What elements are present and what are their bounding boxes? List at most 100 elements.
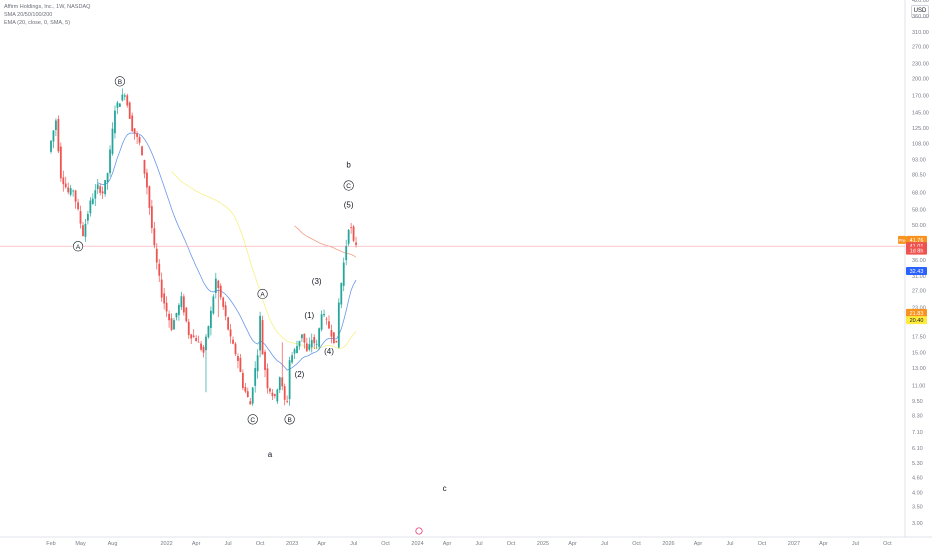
candle-body[interactable] [160, 279, 163, 298]
candle-body[interactable] [62, 177, 65, 185]
candle-body[interactable] [205, 336, 207, 351]
candle-body[interactable] [118, 103, 121, 107]
candle-body[interactable] [82, 225, 84, 236]
candle-body[interactable] [163, 293, 166, 304]
candle-body[interactable] [347, 229, 350, 244]
candle-body[interactable] [246, 391, 249, 397]
candle-body[interactable] [229, 329, 232, 337]
wave-label[interactable]: (1) [304, 311, 314, 320]
candle-body[interactable] [170, 318, 173, 330]
candle-body[interactable] [227, 317, 230, 330]
candle-body[interactable] [293, 349, 296, 354]
candle-body[interactable] [182, 296, 185, 313]
candle-body[interactable] [72, 190, 75, 192]
candle-body[interactable] [259, 315, 261, 351]
candle-body[interactable] [101, 191, 104, 194]
candle-body[interactable] [111, 128, 114, 154]
candle-body[interactable] [158, 263, 161, 276]
candle-body[interactable] [320, 314, 323, 330]
candle-body[interactable] [254, 368, 257, 386]
candle-body[interactable] [55, 120, 57, 131]
candle-body[interactable] [195, 337, 198, 342]
currency-button[interactable]: USD [911, 5, 929, 18]
candle-body[interactable] [104, 180, 107, 195]
candle-body[interactable] [335, 340, 338, 343]
candle-body[interactable] [74, 190, 77, 202]
candle-body[interactable] [192, 335, 195, 338]
candle-body[interactable] [219, 285, 222, 298]
candle-body[interactable] [271, 392, 274, 396]
candle-body[interactable] [278, 377, 281, 390]
candle-body[interactable] [200, 343, 202, 350]
candle-body[interactable] [355, 242, 357, 245]
candle-body[interactable] [109, 149, 111, 174]
candle-body[interactable] [178, 304, 180, 316]
candle-body[interactable] [50, 140, 52, 152]
wave-label[interactable]: B [287, 417, 291, 424]
candle-body[interactable] [234, 343, 237, 355]
candle-body[interactable] [337, 302, 340, 348]
candle-body[interactable] [155, 248, 158, 263]
candle-body[interactable] [249, 401, 252, 405]
candle-body[interactable] [185, 307, 188, 322]
wave-label[interactable]: (5) [344, 201, 354, 210]
earnings-marker-icon[interactable] [415, 527, 423, 535]
candle-body[interactable] [276, 389, 279, 402]
candle-body[interactable] [168, 313, 170, 321]
candle-body[interactable] [87, 213, 89, 221]
candle-body[interactable] [286, 401, 289, 402]
candle-body[interactable] [197, 341, 200, 343]
candle-body[interactable] [256, 355, 259, 372]
candle-body[interactable] [224, 305, 227, 317]
candle-body[interactable] [143, 159, 146, 174]
candle-body[interactable] [310, 340, 313, 348]
candle-body[interactable] [261, 320, 264, 355]
candle-body[interactable] [328, 321, 330, 329]
candle-body[interactable] [79, 211, 82, 224]
candle-body[interactable] [298, 340, 301, 347]
candle-body[interactable] [77, 202, 79, 210]
candle-body[interactable] [318, 328, 321, 347]
candle-body[interactable] [136, 133, 138, 137]
wave-label[interactable]: A [260, 291, 265, 298]
candle-body[interactable] [180, 296, 183, 308]
legend-symbol[interactable]: Affirm Holdings, Inc., 1W, NASDAQ [4, 4, 91, 10]
candle-body[interactable] [190, 334, 193, 339]
wave-label[interactable]: C [250, 417, 255, 424]
candle-body[interactable] [212, 296, 215, 314]
candle-body[interactable] [106, 173, 109, 183]
candle-body[interactable] [288, 360, 291, 400]
candle-body[interactable] [340, 283, 343, 305]
candle-body[interactable] [291, 355, 293, 363]
candle-body[interactable] [57, 119, 60, 152]
candle-body[interactable] [266, 368, 269, 389]
candle-body[interactable] [202, 346, 205, 353]
candle-body[interactable] [207, 326, 210, 338]
candle-body[interactable] [175, 312, 178, 318]
candle-body[interactable] [121, 94, 124, 101]
candle-body[interactable] [214, 278, 217, 294]
candle-body[interactable] [67, 187, 70, 193]
candle-body[interactable] [251, 387, 254, 404]
candle-body[interactable] [352, 226, 355, 241]
candle-body[interactable] [148, 186, 151, 208]
candle-body[interactable] [303, 333, 306, 343]
candle-body[interactable] [138, 137, 141, 143]
candle-body[interactable] [165, 302, 168, 312]
wave-label[interactable]: (3) [312, 277, 322, 286]
wave-label[interactable]: C [346, 183, 351, 190]
candle-body[interactable] [239, 357, 242, 372]
candle-body[interactable] [323, 313, 325, 316]
candle-body[interactable] [241, 372, 244, 388]
candle-body[interactable] [325, 318, 328, 320]
candle-body[interactable] [52, 130, 55, 142]
candle-body[interactable] [153, 228, 156, 246]
candle-body[interactable] [333, 332, 335, 343]
candle-body[interactable] [342, 262, 345, 286]
candle-body[interactable] [269, 388, 271, 392]
candle-body[interactable] [146, 172, 148, 188]
candle-body[interactable] [273, 394, 276, 396]
candle-body[interactable] [91, 198, 94, 204]
